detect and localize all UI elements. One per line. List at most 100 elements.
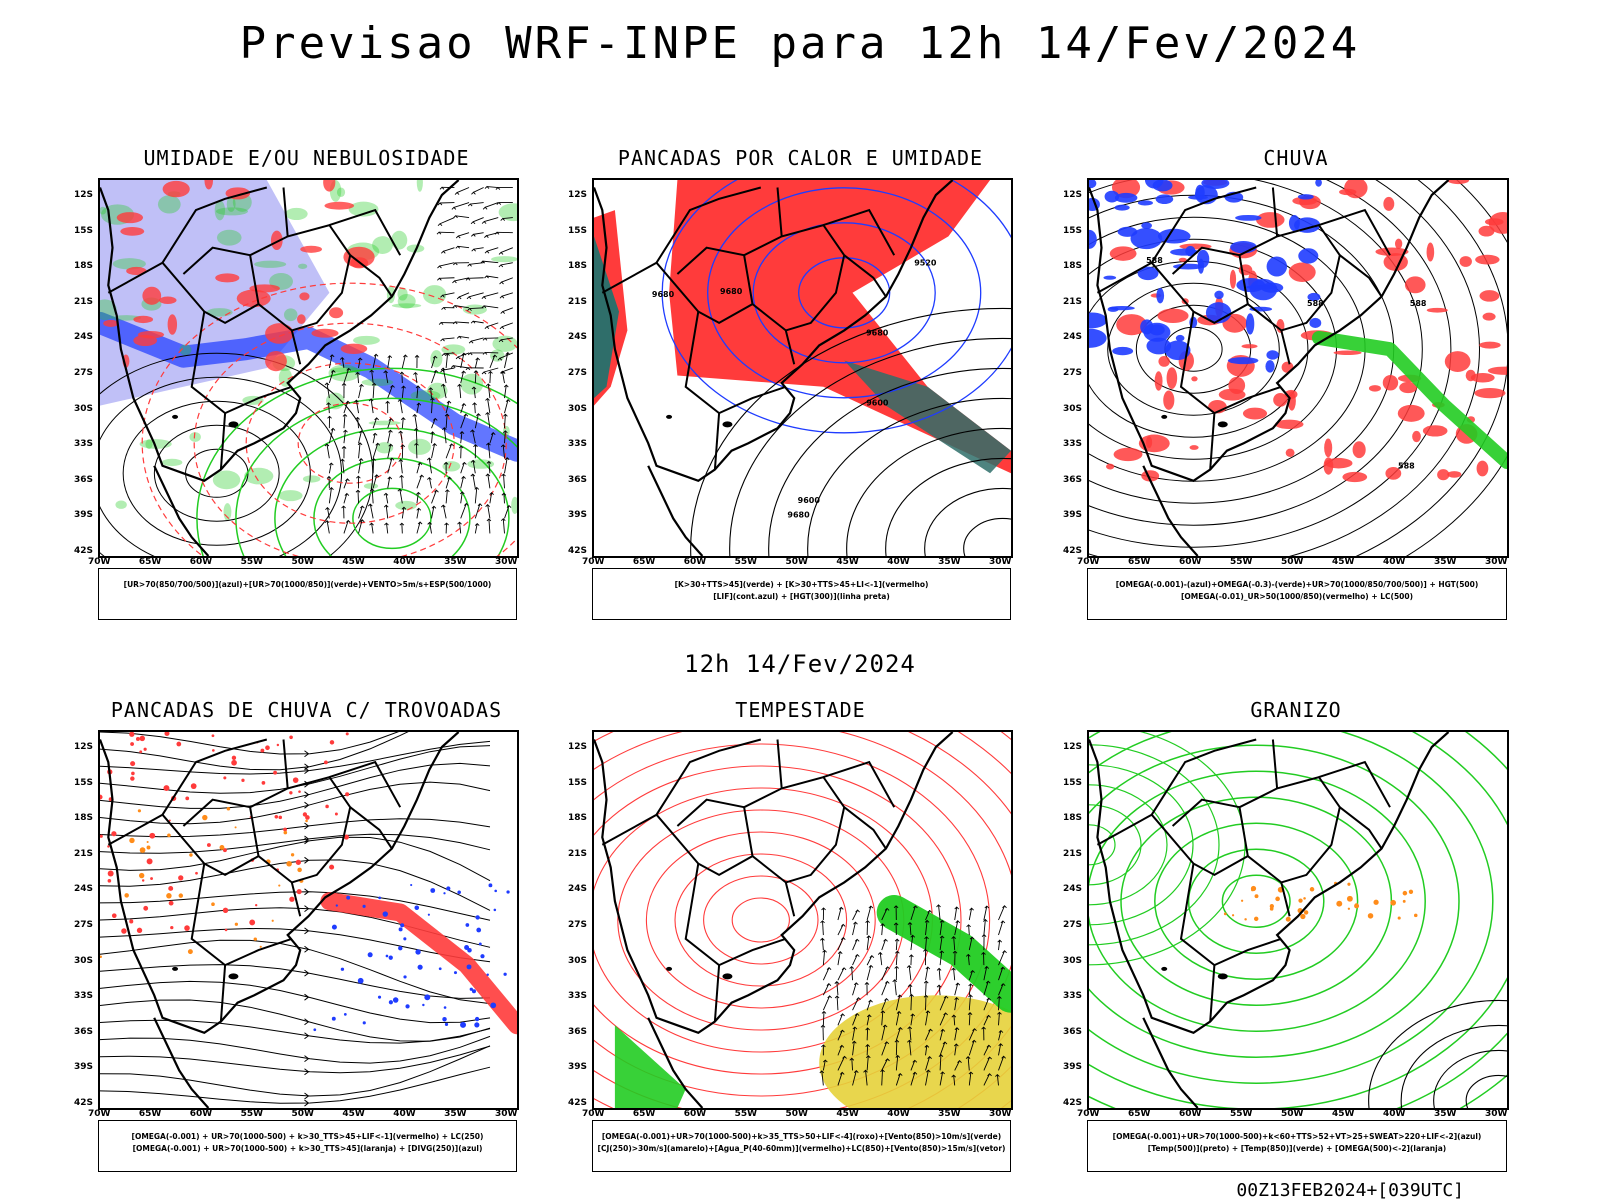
lat-tick-label: 18S <box>74 813 93 823</box>
lat-tick-label: 42S <box>74 1098 93 1108</box>
lon-tick-label: 35W <box>938 557 960 567</box>
panel-title: PANCADAS POR CALOR E UMIDADE <box>552 146 1049 170</box>
lat-tick-label: 27S <box>74 920 93 930</box>
contour-lines <box>1089 732 1245 965</box>
lon-tick-label: 45W <box>1332 557 1354 567</box>
lon-tick-label: 55W <box>1230 557 1252 567</box>
lon-tick-label: 60W <box>1179 1109 1201 1119</box>
map-panel <box>98 178 519 558</box>
lat-tick-label: 21S <box>1063 849 1082 859</box>
legend-line: [OMEGA(-0.001) + UR>70(1000-500) + k>30_… <box>99 1143 516 1155</box>
lat-tick-label: 42S <box>1063 1098 1082 1108</box>
lat-tick-label: 39S <box>74 1062 93 1072</box>
lon-tick-label: 45W <box>342 1109 364 1119</box>
legend-box: [OMEGA(-0.001)-(azul)+OMEGA(-0.3)-(verde… <box>1087 568 1507 620</box>
lat-tick-label: 18S <box>1063 261 1082 271</box>
lat-tick-label: 15S <box>74 778 93 788</box>
map-panel <box>592 730 1013 1110</box>
lon-tick-label: 65W <box>1128 1109 1150 1119</box>
lat-tick-label: 12S <box>1063 190 1082 200</box>
lon-tick-label: 45W <box>836 557 858 567</box>
lon-tick-label: 35W <box>938 1109 960 1119</box>
lat-tick-label: 27S <box>568 368 587 378</box>
lat-tick-label: 33S <box>74 991 93 1001</box>
legend-box: [OMEGA(-0.001) + UR>70(1000-500) + k>30_… <box>98 1120 517 1172</box>
contour-label: 9600 <box>798 496 821 505</box>
lat-tick-label: 21S <box>1063 297 1082 307</box>
lat-tick-label: 24S <box>74 884 93 894</box>
lon-tick-label: 55W <box>735 557 757 567</box>
lon-tick-label: 70W <box>88 1109 110 1119</box>
lat-tick-label: 27S <box>1063 368 1082 378</box>
lon-tick-label: 45W <box>836 1109 858 1119</box>
lat-tick-label: 36S <box>1063 475 1082 485</box>
lon-tick-label: 70W <box>582 1109 604 1119</box>
lat-tick-label: 27S <box>568 920 587 930</box>
map-panel <box>1087 730 1509 1110</box>
map-panel <box>98 730 519 1110</box>
lat-tick-label: 39S <box>1063 1062 1082 1072</box>
lon-tick-label: 35W <box>444 1109 466 1119</box>
lat-tick-label: 39S <box>568 1062 587 1072</box>
lon-tick-label: 65W <box>633 1109 655 1119</box>
legend-line: [OMEGA(-0.001)-(azul)+OMEGA(-0.3)-(verde… <box>1088 579 1506 591</box>
lat-tick-label: 36S <box>1063 1027 1082 1037</box>
lat-tick-label: 36S <box>568 475 587 485</box>
lon-tick-label: 55W <box>735 1109 757 1119</box>
lon-tick-label: 70W <box>88 557 110 567</box>
panel-title: TEMPESTADE <box>552 698 1049 722</box>
lon-tick-label: 65W <box>139 557 161 567</box>
lon-tick-label: 35W <box>444 557 466 567</box>
legend-line: [OMEGA(-0.001)+UR>70(1000-500)+k<60+TTS>… <box>1088 1131 1506 1143</box>
lon-tick-label: 30W <box>495 557 517 567</box>
legend-line: [OMEGA(-0.001)+UR>70(1000-500)+k>35_TTS>… <box>593 1131 1010 1143</box>
lat-tick-label: 21S <box>74 849 93 859</box>
lat-tick-label: 12S <box>568 190 587 200</box>
lon-tick-label: 40W <box>393 1109 415 1119</box>
map-svg <box>100 732 517 1108</box>
lon-tick-label: 35W <box>1434 557 1456 567</box>
lat-tick-label: 27S <box>1063 920 1082 930</box>
lat-tick-label: 30S <box>74 956 93 966</box>
lon-tick-label: 60W <box>190 1109 212 1119</box>
contour-label: 9680 <box>866 329 889 338</box>
footer-run-info: 00Z13FEB2024+[039UTC] <box>1236 1180 1464 1201</box>
lon-tick-label: 35W <box>1434 1109 1456 1119</box>
lon-tick-label: 40W <box>887 1109 909 1119</box>
lon-tick-label: 50W <box>786 557 808 567</box>
lon-tick-label: 45W <box>1332 1109 1354 1119</box>
lon-tick-label: 65W <box>1128 557 1150 567</box>
map-svg <box>594 732 1011 1108</box>
map-svg <box>100 180 517 556</box>
lat-tick-label: 18S <box>568 261 587 271</box>
lat-tick-label: 33S <box>1063 439 1082 449</box>
lon-tick-label: 30W <box>1485 1109 1507 1119</box>
lat-tick-label: 36S <box>568 1027 587 1037</box>
legend-line: [OMEGA(-0.001) + UR>70(1000-500) + k>30_… <box>99 1131 516 1143</box>
lon-tick-label: 70W <box>1077 557 1099 567</box>
lat-tick-label: 33S <box>74 439 93 449</box>
legend-line: [OMEGA(-0.01)_UR>50(1000/850)(vermelho) … <box>1088 591 1506 603</box>
lat-tick-label: 36S <box>74 1027 93 1037</box>
lat-tick-label: 21S <box>568 849 587 859</box>
lat-tick-label: 30S <box>568 404 587 414</box>
lat-tick-label: 42S <box>568 1098 587 1108</box>
lat-tick-label: 15S <box>1063 226 1082 236</box>
legend-box: [OMEGA(-0.001)+UR>70(1000-500)+k>35_TTS>… <box>592 1120 1011 1172</box>
lat-tick-label: 33S <box>568 991 587 1001</box>
lat-tick-label: 12S <box>74 190 93 200</box>
contour-label: 9520 <box>914 258 937 267</box>
lon-tick-label: 60W <box>190 557 212 567</box>
lat-tick-label: 24S <box>74 332 93 342</box>
legend-box: [UR>70(850/700/500)](azul)+[UR>70(1000/8… <box>98 568 517 620</box>
panel-title: CHUVA <box>1047 146 1545 170</box>
lon-tick-label: 30W <box>989 557 1011 567</box>
contour-label: 588 <box>1410 299 1427 308</box>
lon-tick-label: 40W <box>887 557 909 567</box>
map-coastline <box>1089 732 1449 1108</box>
lon-tick-label: 50W <box>1281 1109 1303 1119</box>
lon-tick-label: 30W <box>495 1109 517 1119</box>
lat-tick-label: 42S <box>1063 546 1082 556</box>
